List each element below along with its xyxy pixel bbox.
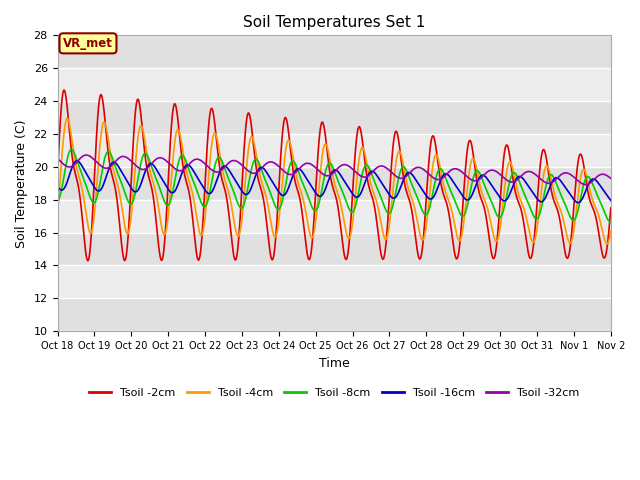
Bar — [58, 68, 611, 101]
Bar — [58, 200, 611, 233]
Title: Soil Temperatures Set 1: Soil Temperatures Set 1 — [243, 15, 426, 30]
Y-axis label: Soil Temperature (C): Soil Temperature (C) — [15, 119, 28, 248]
Bar — [58, 265, 611, 299]
Bar — [58, 134, 611, 167]
Bar — [58, 101, 611, 134]
Bar — [58, 167, 611, 200]
Bar — [58, 233, 611, 265]
Legend: Tsoil -2cm, Tsoil -4cm, Tsoil -8cm, Tsoil -16cm, Tsoil -32cm: Tsoil -2cm, Tsoil -4cm, Tsoil -8cm, Tsoi… — [84, 384, 584, 403]
X-axis label: Time: Time — [319, 357, 349, 370]
Bar — [58, 299, 611, 331]
Bar — [58, 36, 611, 68]
Text: VR_met: VR_met — [63, 37, 113, 50]
